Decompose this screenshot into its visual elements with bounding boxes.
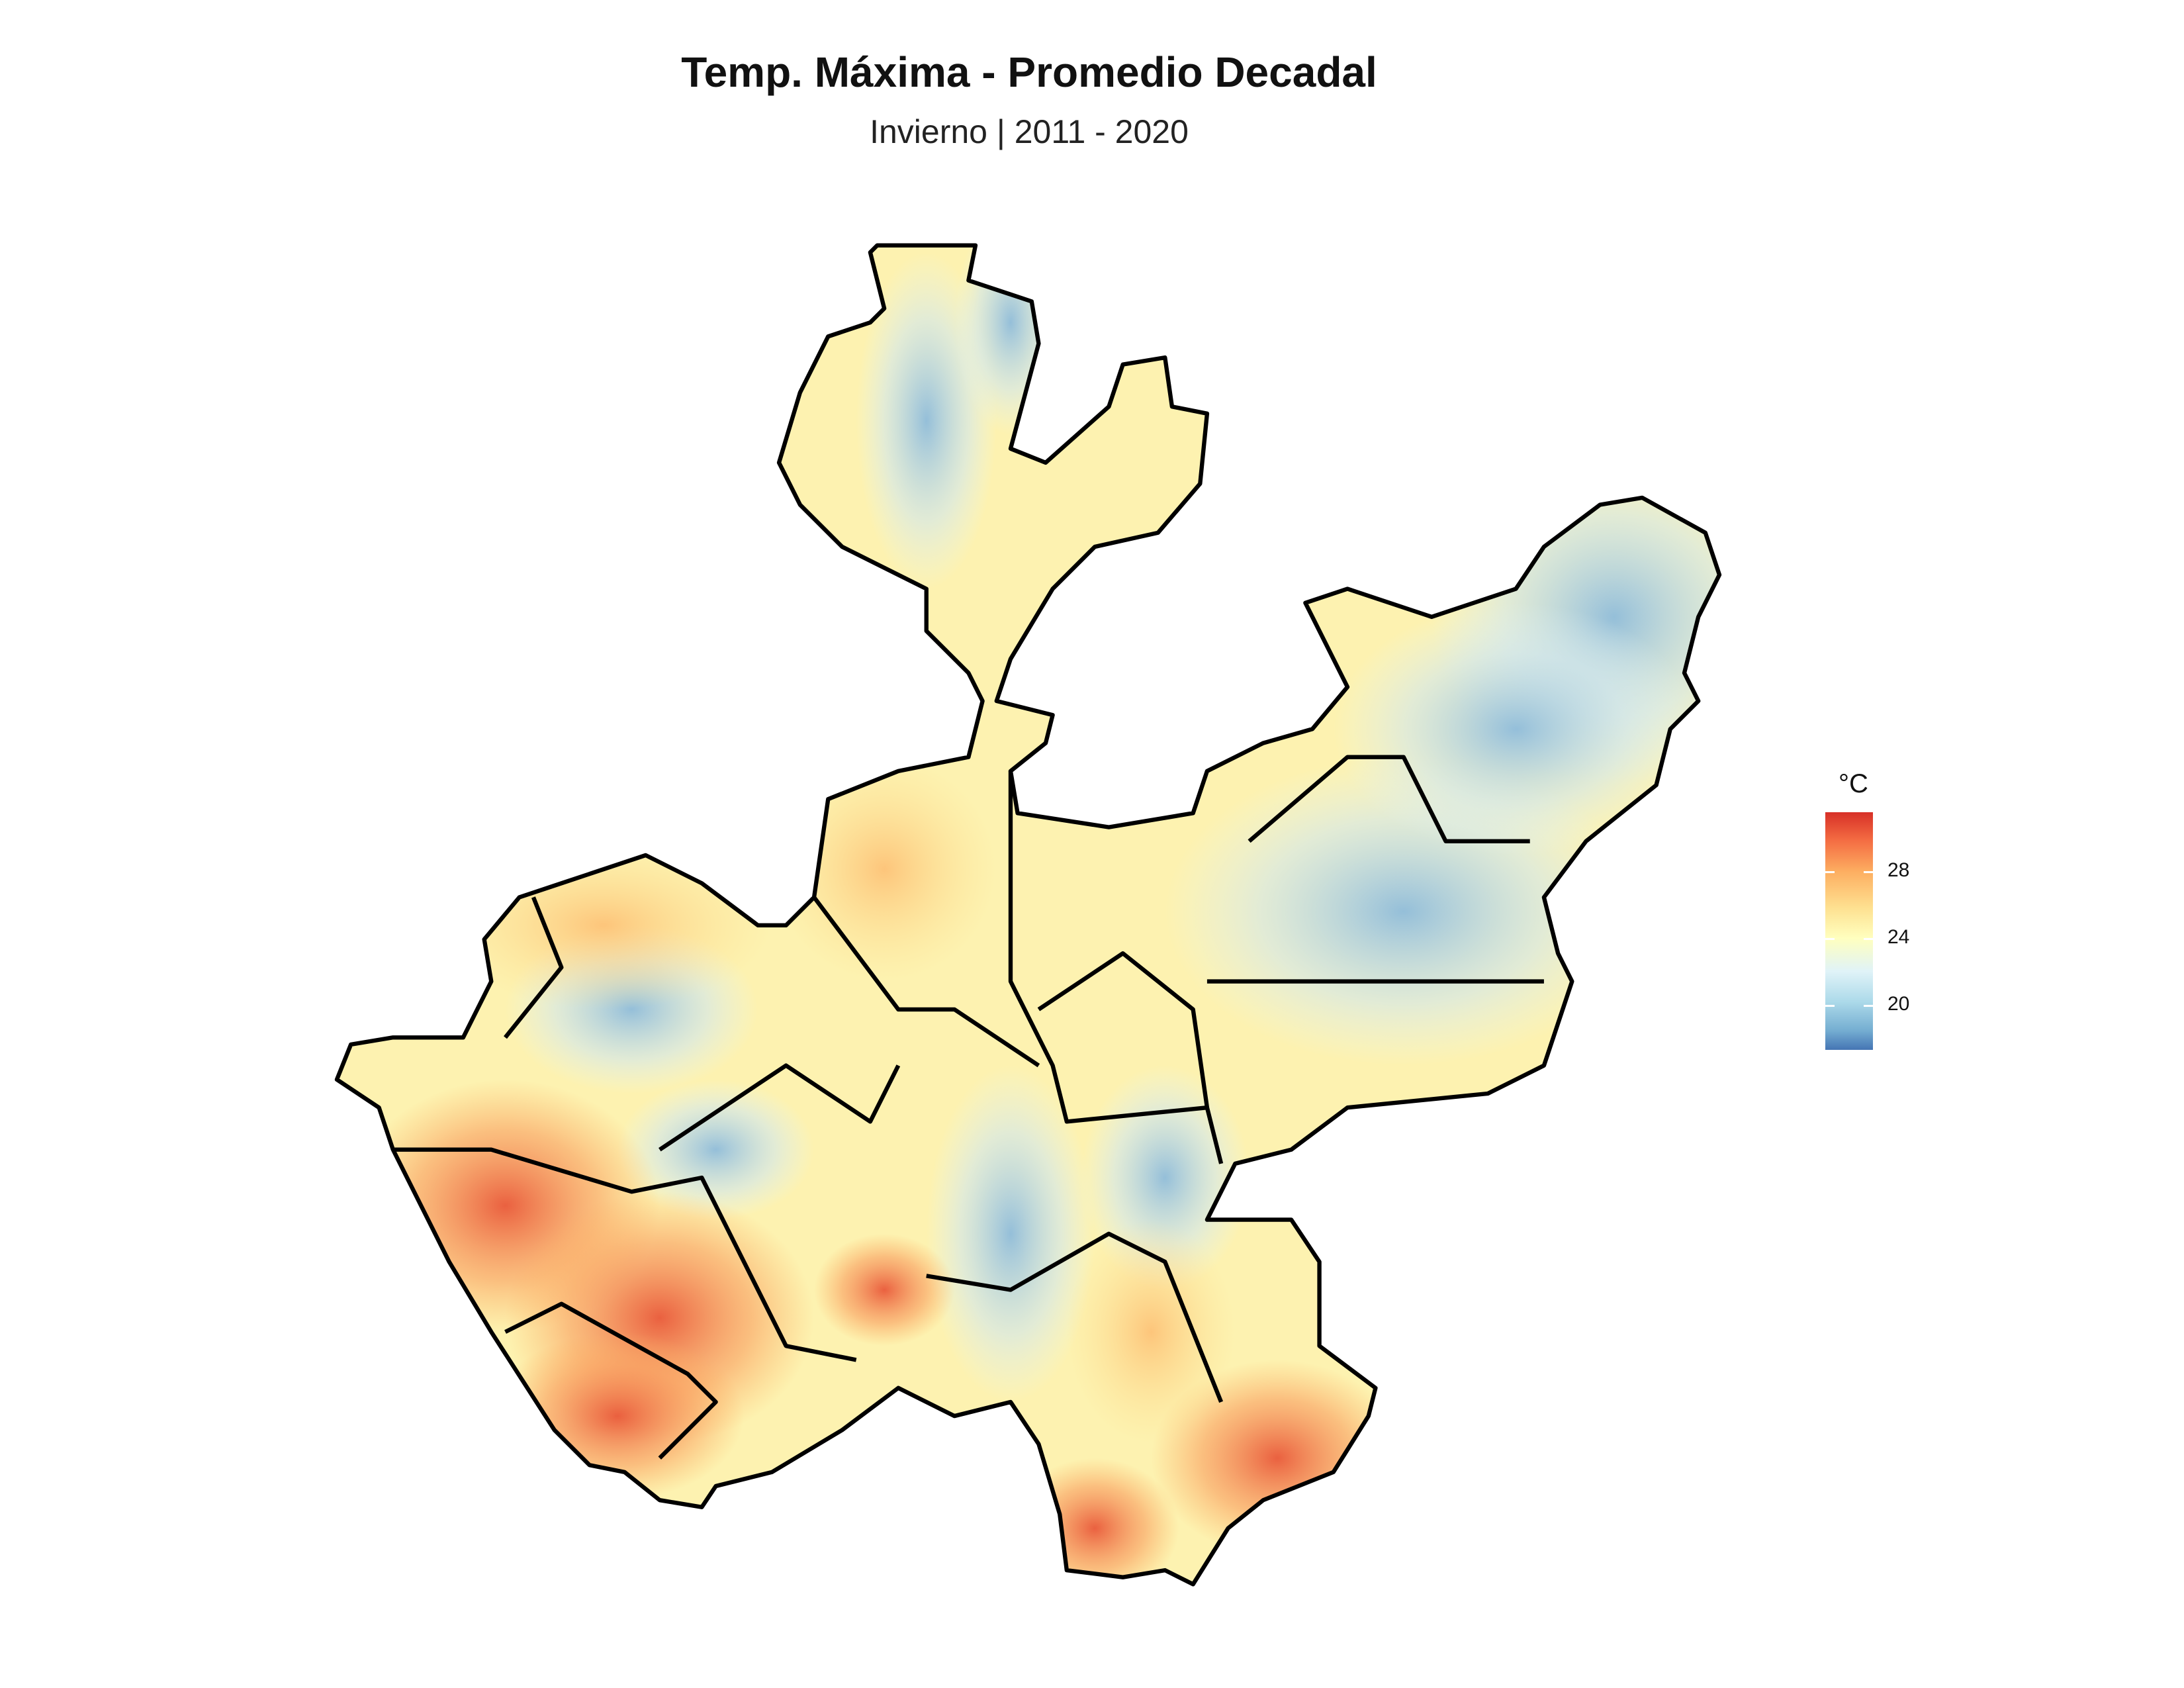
legend-title: °C bbox=[1839, 769, 1868, 798]
legend-tick-20 bbox=[1825, 1005, 1873, 1007]
legend-tick-24 bbox=[1825, 938, 1873, 940]
region-borders bbox=[337, 246, 1719, 1585]
map-subtitle: Invierno | 2011 - 2020 bbox=[870, 113, 1189, 150]
legend-label-24: 24 bbox=[1888, 926, 1910, 948]
map-title: Temp. Máxima - Promedio Decadal bbox=[681, 48, 1377, 96]
legend-tick-28 bbox=[1825, 871, 1873, 873]
legend-label-28: 28 bbox=[1888, 859, 1910, 881]
legend-label-20: 20 bbox=[1888, 993, 1910, 1015]
legend-colorbar bbox=[1825, 812, 1873, 1050]
